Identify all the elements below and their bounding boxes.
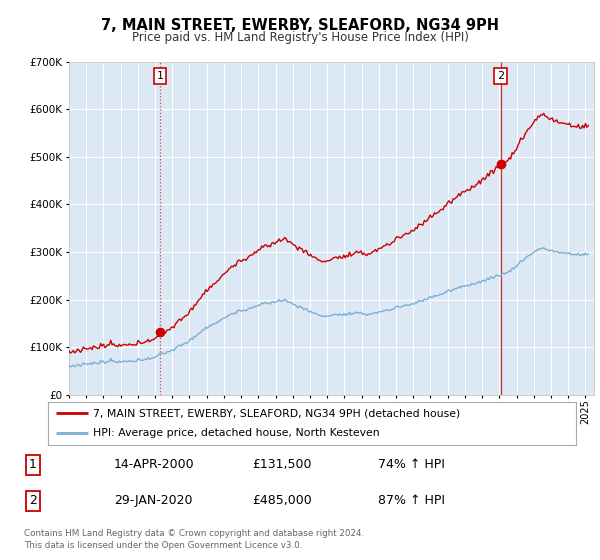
Text: 14-APR-2000: 14-APR-2000 (114, 458, 194, 471)
Text: 87% ↑ HPI: 87% ↑ HPI (378, 494, 445, 507)
Text: 7, MAIN STREET, EWERBY, SLEAFORD, NG34 9PH: 7, MAIN STREET, EWERBY, SLEAFORD, NG34 9… (101, 18, 499, 33)
Text: 1: 1 (157, 71, 163, 81)
Text: £485,000: £485,000 (252, 494, 312, 507)
Text: HPI: Average price, detached house, North Kesteven: HPI: Average price, detached house, Nort… (93, 428, 380, 438)
Text: 2: 2 (29, 494, 37, 507)
Text: 29-JAN-2020: 29-JAN-2020 (114, 494, 193, 507)
Text: 7, MAIN STREET, EWERBY, SLEAFORD, NG34 9PH (detached house): 7, MAIN STREET, EWERBY, SLEAFORD, NG34 9… (93, 408, 460, 418)
Text: 74% ↑ HPI: 74% ↑ HPI (378, 458, 445, 471)
Text: Price paid vs. HM Land Registry's House Price Index (HPI): Price paid vs. HM Land Registry's House … (131, 31, 469, 44)
Text: 2: 2 (497, 71, 504, 81)
Text: Contains HM Land Registry data © Crown copyright and database right 2024.
This d: Contains HM Land Registry data © Crown c… (24, 529, 364, 550)
Text: 1: 1 (29, 458, 37, 471)
Text: £131,500: £131,500 (252, 458, 311, 471)
